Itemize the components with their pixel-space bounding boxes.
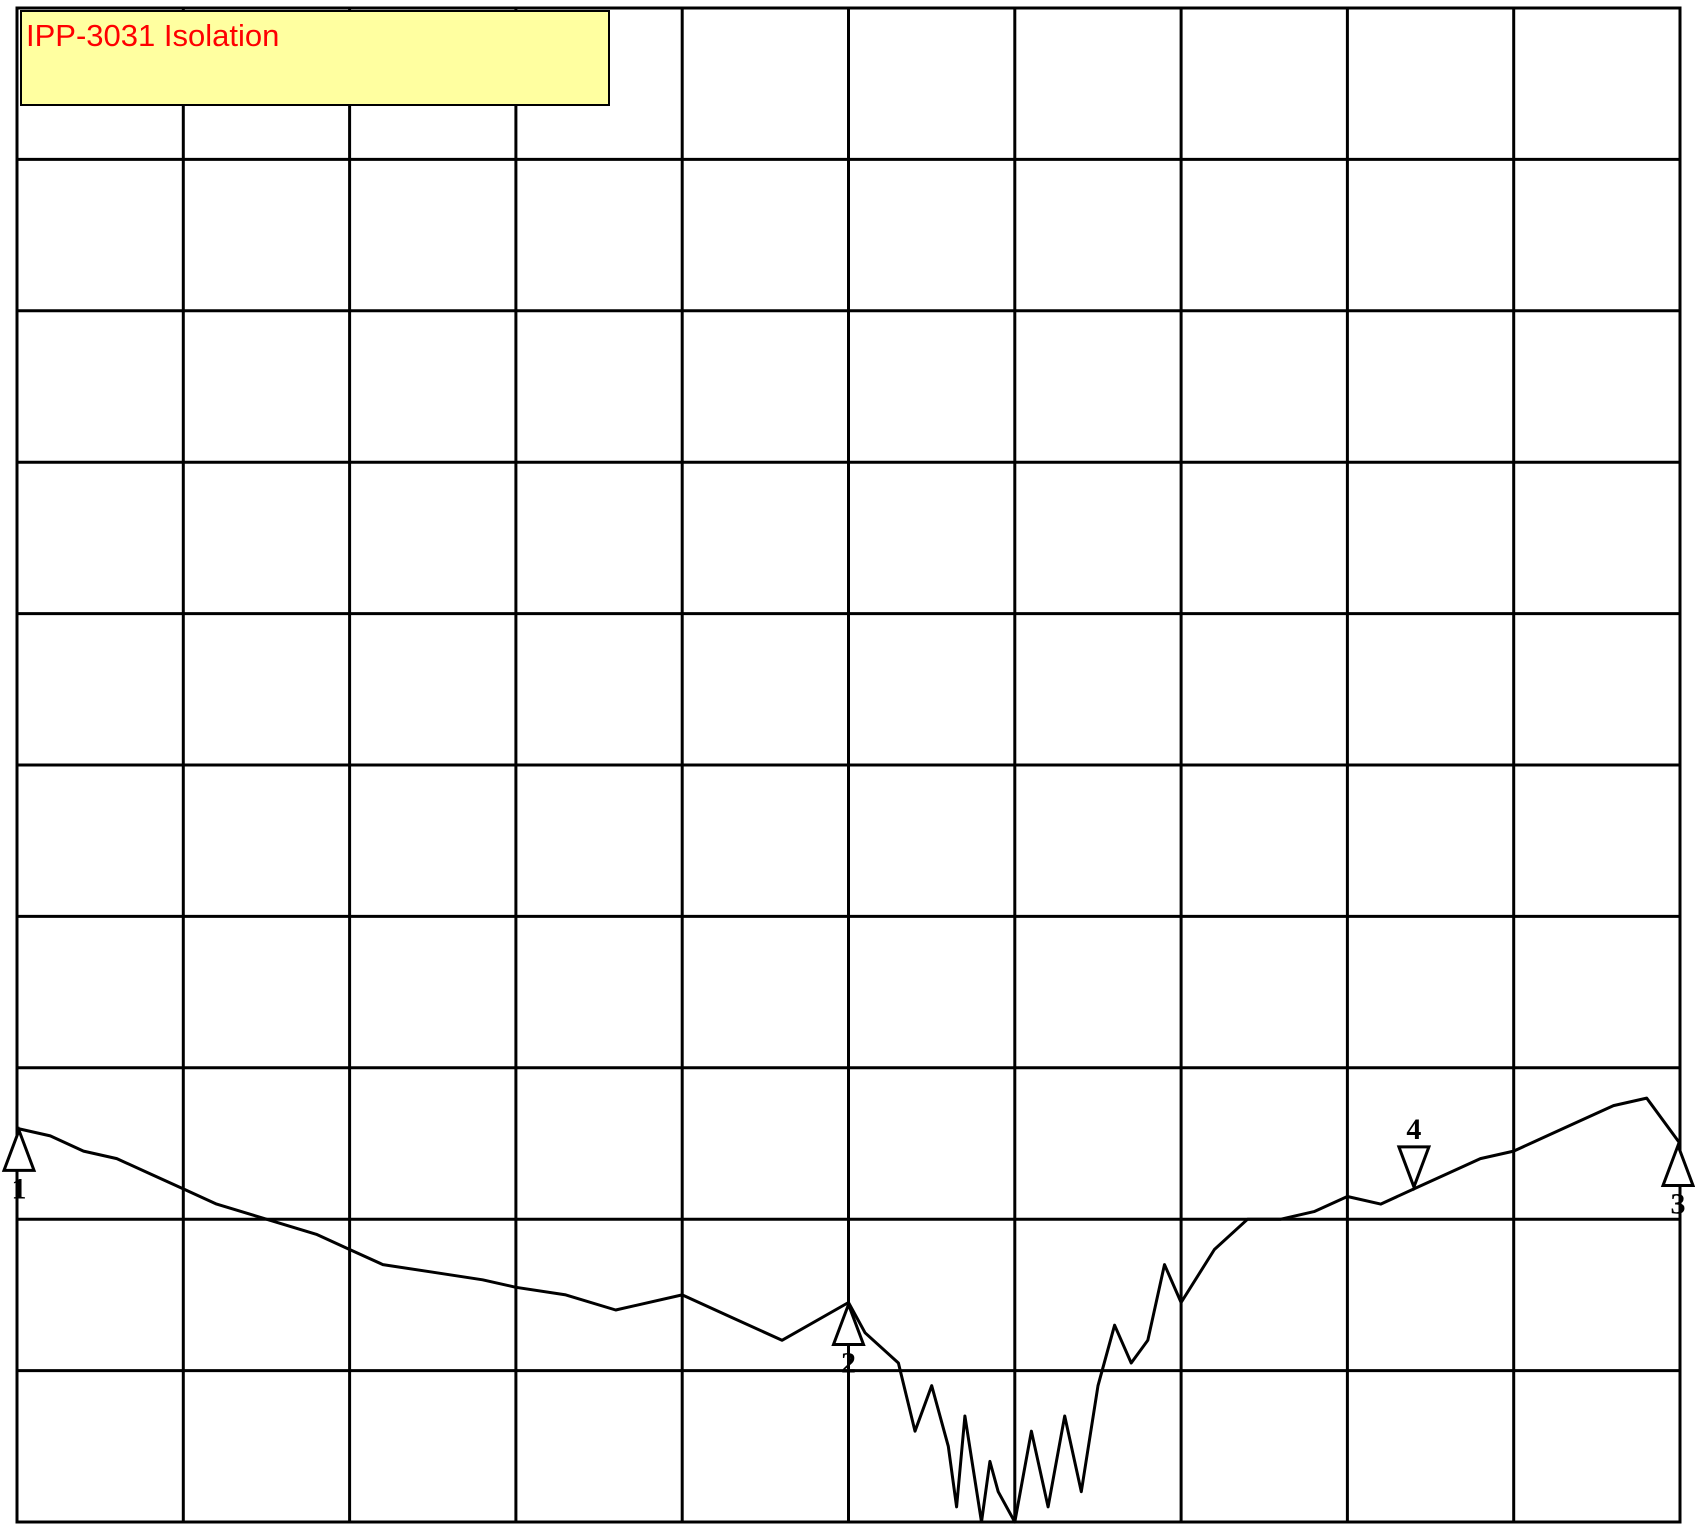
marker-triangle [1, 1126, 37, 1172]
marker-label: 1 [12, 1172, 27, 1205]
marker-label: 3 [1671, 1188, 1686, 1221]
marker-group: 1 2 3 4 [1, 1113, 1695, 1379]
chart-title-box: IPP-3031 Isolation [20, 10, 610, 106]
marker-triangle [1660, 1141, 1695, 1187]
marker-triangle [1396, 1145, 1432, 1192]
chart-title: IPP-3031 Isolation [26, 18, 280, 53]
chart-grid [15, 6, 1682, 1524]
series-line [16, 1096, 1682, 1524]
marker-2: 2 [831, 1300, 866, 1379]
marker-label: 4 [1406, 1113, 1421, 1146]
isolation-trace [16, 1096, 1682, 1524]
marker-3: 3 [1660, 1141, 1695, 1221]
marker-label: 2 [841, 1346, 856, 1379]
marker-1: 1 [1, 1126, 37, 1205]
marker-4: 4 [1396, 1113, 1432, 1192]
marker-triangle [831, 1300, 866, 1346]
